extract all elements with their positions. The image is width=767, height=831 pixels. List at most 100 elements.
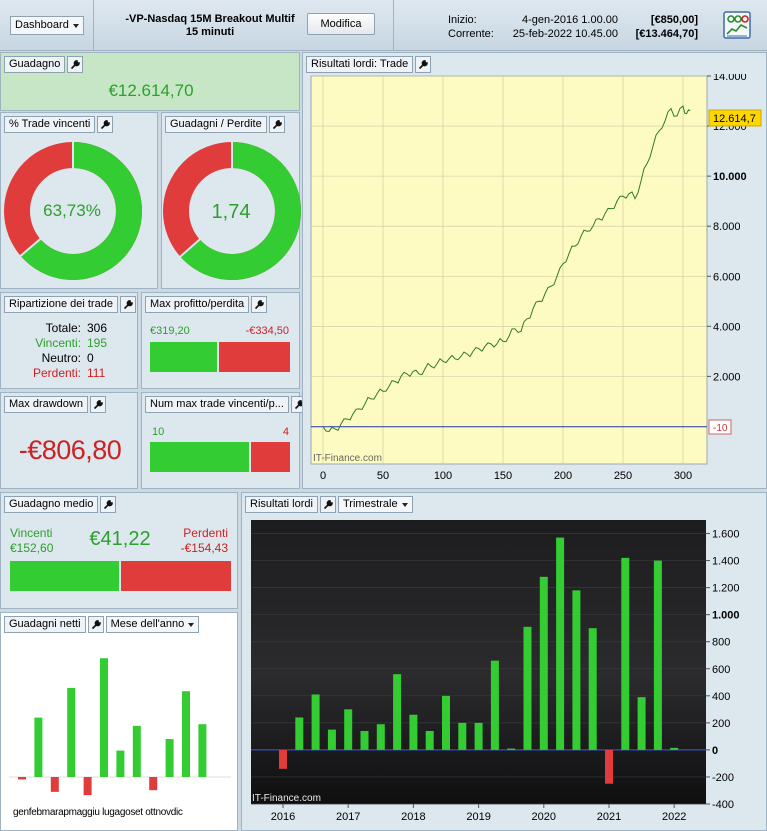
winners-value: 195 <box>87 336 108 350</box>
equity-chart[interactable]: 0 50 100 150 200 250 300 2.000 4.000 6.000 8.000 1… <box>303 74 767 489</box>
wrench-icon[interactable] <box>97 116 114 133</box>
month-bar <box>18 777 26 780</box>
equity-chart-panel: Risultati lordi: Trade 0 50 100 150 200 250 30… <box>302 52 767 489</box>
watermark: IT-Finance.com <box>313 453 382 464</box>
chevron-down-icon <box>188 622 195 627</box>
max-loss-value: -€334,50 <box>245 325 289 337</box>
win-rate-donut: 63,73% <box>4 141 142 280</box>
quarter-bar <box>670 747 679 750</box>
month-bar <box>83 777 92 796</box>
month-bar <box>67 687 76 777</box>
zero-level-label: -10 <box>713 423 728 434</box>
current-value: [€13.464,70] <box>635 28 698 40</box>
profit-loss-ratio-title: Guadagni / Perdite <box>165 116 267 133</box>
x-tick-label: 2020 <box>532 811 556 823</box>
quarter-bar <box>572 590 581 750</box>
x-tick-label: 300 <box>674 470 692 482</box>
max-profit-loss-title: Max profitto/perdita <box>145 296 250 313</box>
y-tick-label: 6.000 <box>713 271 741 283</box>
monthly-chart <box>9 658 231 796</box>
equity-plot-area <box>310 75 708 465</box>
neutral-label: Neutro: <box>41 351 81 365</box>
max-drawdown-value: -€806,80 <box>18 435 122 465</box>
neutral-value: 0 <box>87 351 94 365</box>
x-tick-label: 2018 <box>401 811 425 823</box>
quarterly-chart[interactable]: -400 -200 0 200 400 600 800 1.000 1.200 1.400 1.60… <box>242 519 767 831</box>
dashboard-label: Dashboard <box>15 19 69 31</box>
wrench-icon[interactable] <box>268 116 285 133</box>
y-tick-label: 14.000 <box>713 74 747 83</box>
avg-gain-bar <box>10 561 231 591</box>
avg-losers-value: -€154,43 <box>180 541 228 555</box>
total-value: 306 <box>87 321 108 335</box>
wrench-icon[interactable] <box>119 296 136 313</box>
quarter-bar <box>539 576 548 750</box>
monthly-mode-dropdown[interactable]: Mese dell'anno <box>105 616 200 633</box>
y-tick-label: 4.000 <box>713 321 741 333</box>
report-icon[interactable] <box>722 10 752 40</box>
month-bar <box>100 658 108 777</box>
wrench-icon[interactable] <box>251 296 268 313</box>
win-rate-panel: % Trade vincenti 63,73% <box>0 112 158 289</box>
avg-loss-bar-segment <box>120 561 231 591</box>
consecutive-losses-bar-segment <box>250 442 290 472</box>
wrench-icon[interactable] <box>319 496 336 513</box>
wrench-icon[interactable] <box>87 616 104 633</box>
monthly-title: Guadagni netti <box>4 616 86 633</box>
y-tick-label: 0 <box>712 745 718 757</box>
last-value-label: 12.614,7 <box>713 113 756 125</box>
quarter-bar <box>490 660 499 750</box>
quarter-bar <box>653 560 662 750</box>
quarter-bar <box>556 537 565 750</box>
gain-panel: Guadagno €12.614,70 <box>0 52 300 111</box>
quarter-bar <box>393 674 402 750</box>
quarter-bar <box>425 730 434 750</box>
dashboard-dropdown[interactable]: Dashboard <box>10 16 84 35</box>
header-bar: Dashboard -VP-Nasdaq 15M Breakout Multif… <box>0 0 767 51</box>
max-profit-bar-segment <box>150 342 218 372</box>
x-tick-label: 2019 <box>466 811 490 823</box>
last-value-badge <box>708 109 762 127</box>
wrench-icon[interactable] <box>415 56 432 73</box>
total-label: Totale: <box>45 321 81 335</box>
quarterly-mode-dropdown[interactable]: Trimestrale <box>337 496 413 513</box>
month-bar <box>132 725 141 777</box>
equity-series-line <box>322 105 691 432</box>
chevron-down-icon <box>401 502 408 507</box>
start-label: Inizio: <box>448 14 477 26</box>
quarter-bar <box>295 717 304 750</box>
profit-loss-ratio-donut: 1,74 <box>163 141 301 280</box>
y-tick-label: -200 <box>712 772 734 784</box>
zero-level-badge <box>708 419 732 435</box>
x-tick-label: 150 <box>494 470 512 482</box>
quarter-bar <box>344 709 353 750</box>
losers-value: 111 <box>87 366 106 380</box>
start-date: 4-gen-2016 1.00.00 <box>521 14 618 26</box>
equity-chart-title: Risultati lordi: Trade <box>306 56 414 73</box>
x-tick-label: 50 <box>377 470 389 482</box>
max-loss-bar-segment <box>219 342 290 372</box>
x-tick-label: 2016 <box>271 811 295 823</box>
quarter-bar <box>442 695 450 750</box>
wrench-icon[interactable] <box>100 496 117 513</box>
quarter-bar <box>279 749 287 769</box>
wrench-icon[interactable] <box>89 396 106 413</box>
losers-label: Perdenti: <box>32 366 81 380</box>
max-consecutive-title: Num max trade vincenti/p... <box>145 396 289 413</box>
quarter-bar <box>376 724 385 750</box>
quarterly-plot-area <box>251 520 706 804</box>
max-drawdown-panel: Max drawdown -€806,80 <box>0 392 138 489</box>
slice-gap <box>19 237 42 258</box>
chevron-down-icon <box>72 23 79 28</box>
win-rate-title: % Trade vincenti <box>4 116 96 133</box>
modify-button[interactable]: Modifica <box>307 13 375 35</box>
trade-breakdown-panel: Ripartizione dei trade Totale: 306 Vincen… <box>0 292 138 389</box>
wrench-icon[interactable] <box>67 56 84 73</box>
quarter-bar <box>458 722 467 750</box>
quarterly-mode-label: Trimestrale <box>342 498 398 510</box>
y-tick-label: 600 <box>712 664 730 676</box>
quarterly-title: Risultati lordi <box>245 496 318 513</box>
quarter-bar <box>605 749 613 784</box>
avg-gain-panel: Guadagno medio Vincenti €152,60 €41,22 P… <box>0 492 238 609</box>
avg-win-bar-segment <box>10 561 119 591</box>
